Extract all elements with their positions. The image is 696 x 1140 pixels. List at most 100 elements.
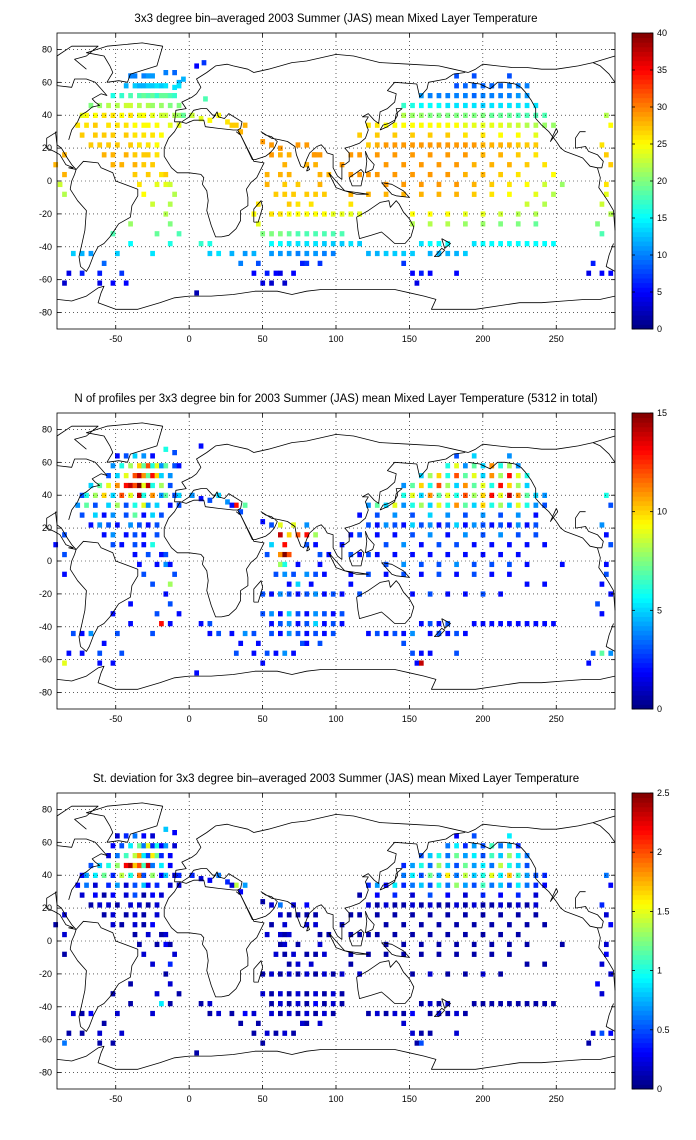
data-cell <box>507 453 512 459</box>
data-cell <box>159 931 164 938</box>
colorbar-swatch <box>632 1056 653 1062</box>
data-cell <box>101 152 107 158</box>
data-cell <box>132 512 138 518</box>
colorbar-swatch <box>632 514 653 520</box>
y-tick-label: 20 <box>42 143 52 153</box>
data-cell <box>498 872 503 878</box>
data-cell <box>418 142 424 148</box>
data-cell <box>436 571 442 577</box>
data-cell <box>533 152 539 158</box>
data-cell <box>163 83 169 89</box>
data-cell <box>238 129 244 135</box>
data-cell <box>198 443 204 449</box>
data-cell <box>489 902 495 908</box>
data-cell <box>106 862 111 869</box>
data-cell <box>551 621 556 627</box>
data-cell <box>480 241 486 247</box>
data-cell <box>524 1001 530 1007</box>
data-cell <box>418 181 424 188</box>
data-cell <box>445 221 451 227</box>
data-cell <box>291 522 296 528</box>
data-cell <box>471 843 477 849</box>
data-cell <box>463 532 468 538</box>
data-cell <box>392 512 398 518</box>
data-cell <box>322 250 327 257</box>
data-cell <box>154 532 160 538</box>
data-cell <box>436 1010 442 1017</box>
colorbar-swatch <box>632 681 653 687</box>
data-cell <box>154 522 160 528</box>
data-cell <box>269 241 274 247</box>
colorbar-swatch <box>632 37 653 43</box>
data-cell <box>436 902 442 908</box>
data-cell <box>154 902 160 908</box>
data-cell <box>559 941 565 948</box>
data-cell <box>141 833 147 839</box>
data-cell <box>106 142 111 148</box>
data-cell <box>590 260 596 266</box>
coastline <box>365 911 375 934</box>
data-cell <box>374 912 380 918</box>
data-cell <box>317 931 323 938</box>
data-cell <box>489 951 495 957</box>
colorbar-swatch <box>632 644 653 650</box>
data-cell <box>150 102 155 109</box>
x-tick-label: 100 <box>328 334 343 344</box>
data-cell <box>366 630 371 637</box>
data-cell <box>414 280 420 286</box>
data-cell <box>313 971 318 977</box>
data-cell <box>119 922 125 928</box>
data-cell <box>383 922 389 928</box>
data-cell <box>436 482 442 489</box>
data-cell <box>304 241 310 247</box>
data-cell <box>418 102 424 109</box>
data-cell <box>106 502 111 508</box>
data-cell <box>418 1030 424 1036</box>
colorbar-tick-label: 25 <box>657 139 667 149</box>
data-cell <box>471 882 477 888</box>
data-cell <box>454 650 459 656</box>
data-cell <box>101 1020 107 1026</box>
data-cell <box>410 630 415 637</box>
data-cell <box>101 512 107 518</box>
data-cell <box>524 882 530 888</box>
data-cell <box>445 171 451 178</box>
data-cell <box>282 542 288 548</box>
data-cell <box>524 621 530 627</box>
data-cell <box>366 250 371 257</box>
data-cell <box>463 152 468 158</box>
data-cell <box>542 1001 548 1007</box>
data-cell <box>154 93 160 99</box>
data-cell <box>70 630 76 637</box>
data-cell <box>176 882 182 888</box>
data-cell <box>163 446 169 452</box>
data-cell <box>322 991 327 997</box>
data-cell <box>524 502 530 508</box>
data-cell <box>313 231 318 237</box>
data-cell <box>251 630 257 637</box>
data-cell <box>498 482 503 489</box>
data-cell <box>374 132 380 138</box>
data-cell <box>348 532 354 538</box>
data-cell <box>551 1001 556 1007</box>
data-cell <box>172 112 177 118</box>
data-cell <box>524 473 530 479</box>
data-cell <box>304 902 310 908</box>
data-cell <box>207 497 213 503</box>
data-cell <box>128 221 133 227</box>
data-cell <box>269 971 274 977</box>
colorbar-swatch <box>632 1075 653 1081</box>
data-cell <box>471 191 477 197</box>
data-cell <box>599 902 605 908</box>
data-cell <box>542 581 548 587</box>
data-cell <box>330 991 336 997</box>
colorbar-tick-label: 10 <box>657 250 667 260</box>
data-cell <box>480 621 486 627</box>
data-cell <box>119 542 125 548</box>
y-tick-label: 80 <box>42 804 52 814</box>
data-cell <box>137 83 142 89</box>
data-cell <box>498 862 503 869</box>
data-cell <box>515 473 521 479</box>
data-cell <box>269 211 274 217</box>
colorbar-swatch <box>632 941 653 947</box>
